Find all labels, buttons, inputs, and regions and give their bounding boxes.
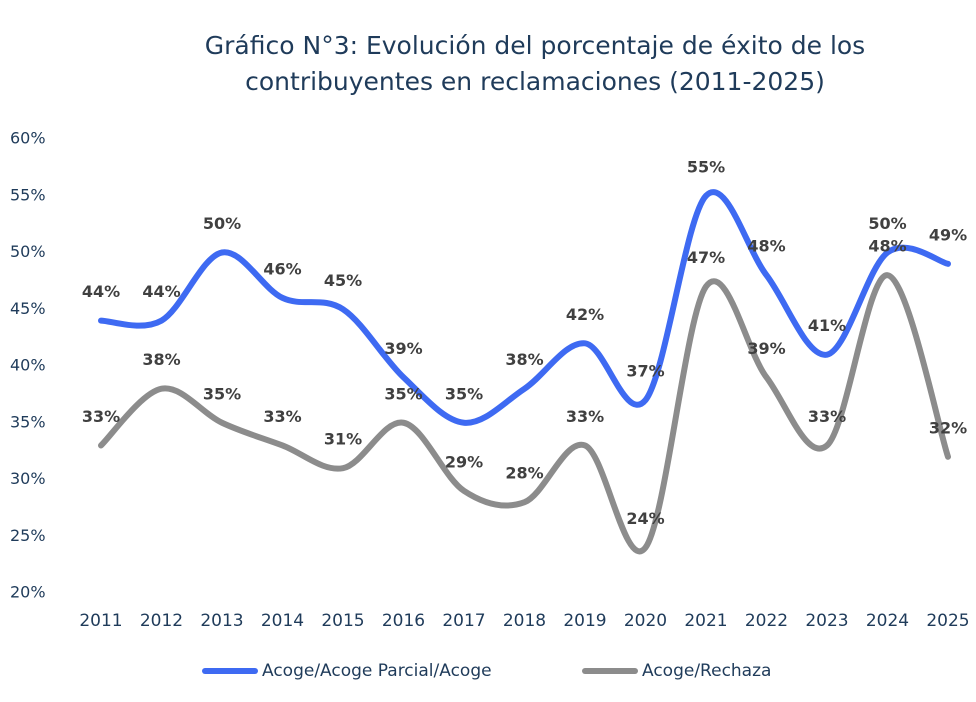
- legend-label: Acoge/Rechaza: [642, 661, 771, 681]
- chart-title: Gráfico N°3: Evolución del porcentaje de…: [205, 31, 865, 60]
- line: [98, 189, 951, 426]
- data-label: 35%: [203, 384, 241, 403]
- data-label: 33%: [566, 407, 604, 426]
- x-tick-label: 2017: [442, 611, 485, 631]
- x-tick-label: 2015: [321, 611, 364, 631]
- x-tick-label: 2023: [805, 611, 848, 631]
- data-label: 39%: [747, 339, 785, 358]
- x-tick-label: 2021: [684, 611, 727, 631]
- data-label: 44%: [82, 282, 120, 301]
- x-tick-label: 2011: [79, 611, 122, 631]
- data-label: 50%: [868, 214, 906, 233]
- data-label: 29%: [445, 452, 483, 471]
- data-label: 28%: [505, 464, 543, 483]
- chart-title: contribuyentes en reclamaciones (2011-20…: [245, 67, 825, 96]
- x-tick-label: 2025: [926, 611, 969, 631]
- x-tick-label: 2024: [866, 611, 909, 631]
- y-tick-label: 60%: [10, 129, 46, 148]
- x-tick-label: 2020: [624, 611, 667, 631]
- data-label: 35%: [384, 384, 422, 403]
- data-label: 41%: [808, 316, 846, 335]
- line: [98, 272, 951, 555]
- y-tick-label: 50%: [10, 242, 46, 261]
- legend-label: Acoge/Acoge Parcial/Acoge: [262, 661, 492, 681]
- data-label: 38%: [142, 350, 180, 369]
- data-label: 33%: [263, 407, 301, 426]
- data-label: 50%: [203, 214, 241, 233]
- x-tick-label: 2014: [261, 611, 304, 631]
- y-tick-label: 55%: [10, 185, 46, 204]
- data-label: 44%: [142, 282, 180, 301]
- y-tick-label: 40%: [10, 356, 46, 375]
- x-tick-label: 2013: [200, 611, 243, 631]
- x-tick-label: 2022: [745, 611, 788, 631]
- data-label: 55%: [687, 157, 725, 176]
- data-label: 35%: [445, 384, 483, 403]
- data-label: 32%: [929, 418, 967, 437]
- y-tick-label: 45%: [10, 299, 46, 318]
- data-label: 31%: [324, 430, 362, 449]
- data-label: 33%: [82, 407, 120, 426]
- data-label: 38%: [505, 350, 543, 369]
- data-label: 33%: [808, 407, 846, 426]
- x-tick-label: 2019: [563, 611, 606, 631]
- data-label: 24%: [626, 509, 664, 528]
- x-tick-label: 2018: [503, 611, 546, 631]
- x-tick-label: 2012: [140, 611, 183, 631]
- data-label: 48%: [868, 237, 906, 256]
- data-label: 42%: [566, 305, 604, 324]
- y-tick-label: 20%: [10, 583, 46, 602]
- data-label: 39%: [384, 339, 422, 358]
- data-label: 48%: [747, 237, 785, 256]
- data-label: 47%: [687, 248, 725, 267]
- data-label: 49%: [929, 225, 967, 244]
- y-tick-label: 30%: [10, 469, 46, 488]
- y-tick-label: 35%: [10, 412, 46, 431]
- y-tick-label: 25%: [10, 526, 46, 545]
- data-label: 45%: [324, 271, 362, 290]
- data-label: 37%: [626, 362, 664, 381]
- data-label: 46%: [263, 259, 301, 278]
- x-tick-label: 2016: [382, 611, 425, 631]
